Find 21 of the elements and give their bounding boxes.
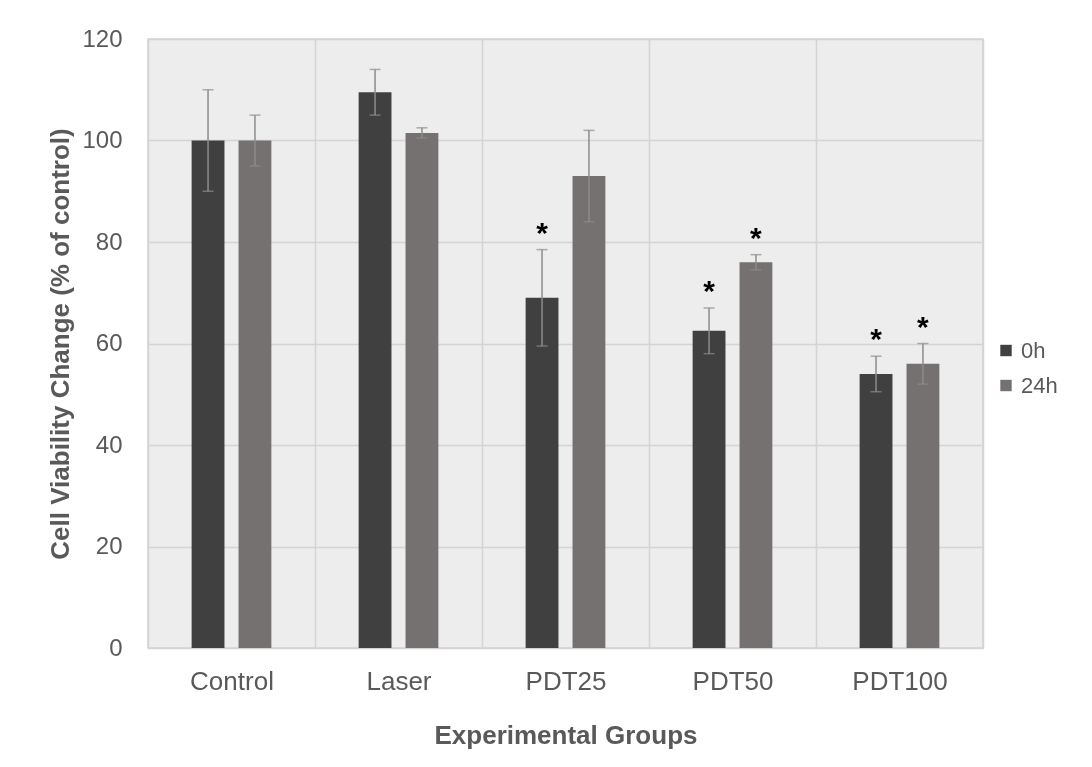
data-label: *	[750, 220, 763, 254]
y-tick-label: 0	[109, 633, 123, 661]
y-tick-label: 80	[95, 227, 123, 255]
data-label: *	[870, 322, 883, 356]
y-tick-label: 40	[95, 430, 123, 458]
y-tick-label: 20	[95, 532, 123, 559]
y-tick-label: 100	[82, 126, 123, 153]
x-tick-label: PDT25	[525, 665, 607, 696]
data-label: *	[703, 273, 716, 307]
legend-label: 0h	[1021, 337, 1046, 363]
x-tick-label: Control	[190, 665, 274, 696]
x-tick-label: PDT50	[692, 665, 774, 696]
y-axis-title: Cell Viability Change (% of control)	[44, 128, 75, 560]
data-label: *	[536, 215, 549, 249]
legend-label: 24h	[1021, 372, 1058, 398]
data-label: *	[917, 309, 930, 343]
y-tick-label: 60	[95, 329, 123, 356]
x-axis-title: Experimental Groups	[434, 719, 698, 750]
x-tick-label: PDT100	[852, 665, 948, 696]
y-tick-label: 120	[82, 24, 123, 52]
x-tick-label: Laser	[366, 665, 432, 696]
